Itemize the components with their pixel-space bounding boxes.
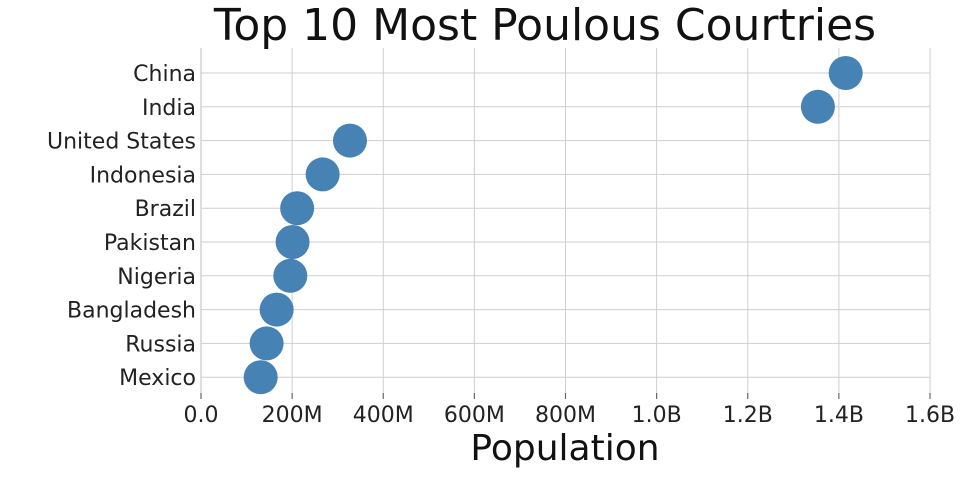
data-point <box>259 292 294 327</box>
y-tick-label: Nigeria <box>117 265 196 290</box>
data-point <box>332 123 367 158</box>
y-tick-label: United States <box>47 130 196 155</box>
data-point <box>280 191 315 226</box>
y-axis-labels: China India United States Indonesia Brazil Pa… <box>47 62 196 391</box>
y-gridlines <box>201 72 930 378</box>
data-point <box>249 326 284 361</box>
data-point <box>800 89 835 124</box>
data-point <box>273 258 308 293</box>
x-tick-label: 1.6B <box>905 403 955 428</box>
y-tick-label: India <box>142 96 196 121</box>
y-tick-label: Mexico <box>119 366 196 391</box>
y-tick-label: Indonesia <box>90 163 196 188</box>
x-tick-label: 200M <box>262 403 323 428</box>
x-tick-label: 400M <box>353 403 414 428</box>
data-point <box>243 360 278 395</box>
y-tick-label: China <box>133 62 196 87</box>
x-axis-title: Population <box>470 428 659 469</box>
y-tick-label: Brazil <box>135 197 196 222</box>
x-tick-label: 1.4B <box>814 403 864 428</box>
x-gridlines <box>200 48 931 393</box>
x-axis-labels: 0.0 200M 400M 600M 800M 1.0B 1.2B 1.4B 1.6B <box>184 403 956 428</box>
x-tick-label: 800M <box>535 403 596 428</box>
x-tick-label: 1.0B <box>632 403 682 428</box>
x-tick-label: 1.2B <box>723 403 773 428</box>
data-point <box>828 56 863 90</box>
y-tick-label: Russia <box>125 332 196 357</box>
chart-title: Top 10 Most Poulous Courtries <box>213 0 876 51</box>
data-point <box>275 225 310 259</box>
x-tick-label: 600M <box>444 403 505 428</box>
x-tick-label: 0.0 <box>184 403 219 428</box>
y-tick-label: Pakistan <box>104 231 196 256</box>
y-tick-label: Bangladesh <box>67 299 196 324</box>
data-point <box>305 157 340 192</box>
x-axis-ticks <box>200 393 931 399</box>
data-points <box>243 56 863 395</box>
